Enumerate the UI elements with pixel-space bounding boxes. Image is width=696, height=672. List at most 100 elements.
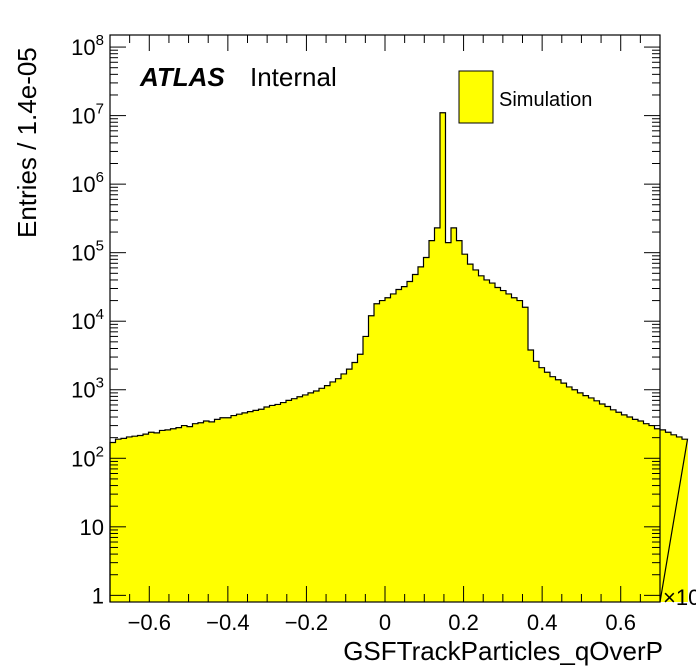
histogram-bin [198, 422, 204, 602]
histogram-bin [302, 394, 309, 602]
histogram-bin [638, 420, 644, 602]
histogram-bin [308, 392, 314, 602]
histogram-bin [451, 227, 457, 603]
histogram-bin [220, 417, 226, 602]
histogram-bin [429, 240, 435, 602]
histogram-bin [660, 429, 666, 602]
histogram-bin [170, 428, 177, 602]
histogram-bin [643, 423, 650, 602]
legend: Simulation [458, 70, 592, 124]
histogram-bin [478, 275, 485, 602]
histogram-bin [462, 254, 468, 603]
histogram-bin [616, 412, 622, 602]
histogram-bin [561, 383, 567, 602]
x-tick-label: −0.2 [285, 610, 328, 635]
atlas-label: ATLAS [139, 62, 225, 92]
histogram-bin [522, 307, 529, 602]
histogram-bin [627, 417, 633, 602]
histogram-bin [550, 376, 556, 602]
histogram-bin [159, 430, 166, 602]
legend-label: Simulation [499, 89, 592, 111]
x-axis-title: GSFTrackParticles_qOverP [343, 636, 663, 666]
histogram-bin [423, 257, 430, 602]
histogram-bin [489, 283, 496, 602]
histogram-outline [109, 112, 689, 603]
histogram-bin [324, 385, 331, 602]
histogram-bin [357, 354, 364, 602]
y-tick-label: 105 [71, 238, 104, 266]
histogram-bin [275, 404, 281, 602]
histogram-bin [132, 436, 138, 602]
histogram-bin [280, 402, 287, 602]
histogram-bin [390, 293, 397, 602]
histogram-bin [374, 303, 380, 602]
histogram-bin [456, 240, 463, 602]
histogram-bin [154, 432, 160, 602]
axis-ticks [109, 35, 661, 602]
histogram-bin [143, 434, 149, 602]
histogram-bin [621, 414, 628, 602]
histogram-bin [385, 297, 391, 602]
histogram-bin [313, 390, 320, 602]
x-tick-label: −0.6 [128, 610, 171, 635]
histogram-bin [286, 400, 292, 602]
y-tick-label: 107 [71, 101, 104, 129]
histogram-bin [335, 378, 342, 602]
histogram-bin [192, 423, 199, 602]
x-tick-label: 0.4 [527, 610, 558, 635]
histogram-bin [363, 336, 369, 602]
histogram-bars [109, 112, 689, 603]
internal-label: Internal [250, 62, 337, 92]
histogram-bin [264, 407, 270, 602]
histogram-bin [176, 427, 182, 602]
histogram-bin [599, 403, 606, 602]
histogram-bin [676, 436, 683, 602]
y-tick-label: 104 [71, 306, 104, 334]
histogram-bin [610, 409, 617, 602]
histogram-bin [572, 389, 578, 602]
histogram-bin [588, 397, 595, 602]
histogram-bin [418, 266, 424, 602]
x-tick-label: 0.2 [448, 610, 479, 635]
histogram-bin [605, 406, 611, 602]
y-tick-label: 103 [71, 375, 104, 403]
histogram-bin [495, 287, 501, 602]
histogram-bin [665, 432, 672, 602]
histogram-bin [577, 392, 584, 602]
histogram-bin [506, 293, 512, 602]
histogram-bin [467, 264, 474, 602]
histogram-bin [379, 300, 386, 602]
x-tick-label: 0 [379, 610, 391, 635]
histogram-bin [225, 417, 232, 602]
histogram-bin [121, 438, 127, 602]
histogram-bin [566, 386, 573, 602]
y-tick-label: 10 [80, 515, 104, 540]
histogram-bin [187, 426, 193, 602]
histogram-bin [544, 372, 551, 602]
histogram-bin [649, 425, 655, 602]
histogram-bin [401, 286, 408, 602]
histogram-bin [517, 300, 523, 602]
histogram-bin [407, 281, 413, 602]
histogram-bin [539, 367, 545, 602]
histogram-bin [511, 297, 518, 602]
histogram-bin [291, 398, 298, 602]
x-tick-label: −0.4 [206, 610, 249, 635]
histogram-bin [203, 420, 210, 602]
histogram-bin [346, 369, 353, 602]
histogram-bin [137, 435, 144, 602]
histogram-bin [269, 405, 276, 602]
histogram-bin [330, 381, 336, 602]
x-multiplier-label: ×10 [663, 585, 696, 610]
histogram-bin [181, 425, 188, 602]
histogram-bin [297, 396, 303, 602]
histogram-bin [231, 415, 237, 602]
histogram-bin [445, 242, 452, 602]
y-tick-label: 108 [71, 32, 104, 60]
histogram-bin [528, 350, 534, 602]
histogram-bin [126, 436, 133, 602]
histogram-bin [396, 289, 402, 602]
histogram-bin [236, 414, 243, 602]
histogram-bin [533, 361, 540, 602]
